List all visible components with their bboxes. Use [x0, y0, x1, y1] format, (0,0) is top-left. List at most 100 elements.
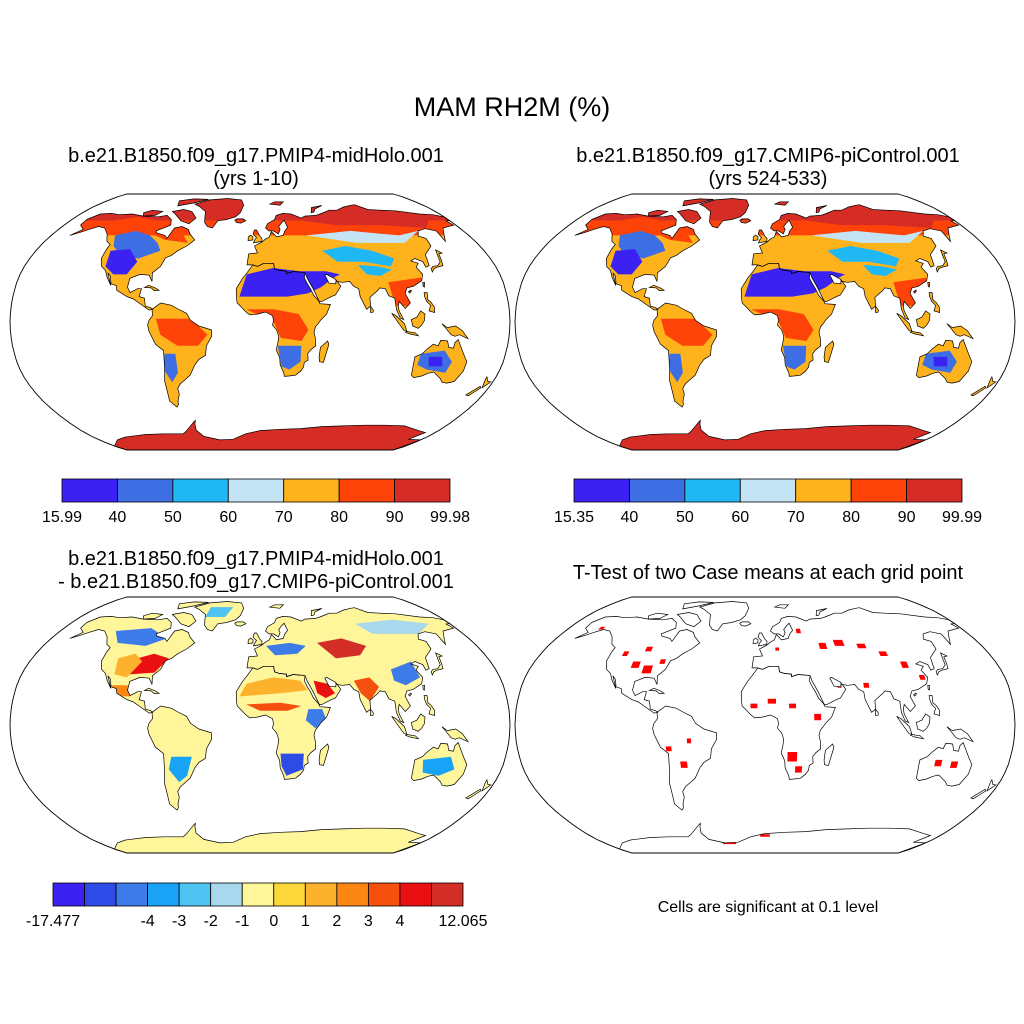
- coastline-iceland: [234, 218, 247, 224]
- rh-southern-africa-blue: [782, 345, 807, 370]
- coastline-novaya-zemlya: [815, 608, 827, 617]
- coastline-new-zealand-north: [986, 375, 997, 389]
- coastline-australia: [411, 741, 468, 787]
- coastline-greenland: [698, 198, 750, 229]
- map-background: [515, 194, 1015, 450]
- significance-note: Cells are significant at 0.1 level: [657, 899, 879, 916]
- diff-sahara-orange: [239, 677, 308, 697]
- coastline-new-guinea: [441, 323, 470, 340]
- significant-cell: [644, 646, 654, 652]
- coastline-ireland: [247, 234, 254, 242]
- colorbar-swatch: [227, 478, 285, 503]
- coastline-java: [909, 734, 925, 740]
- coastline-new-zealand: [970, 788, 987, 800]
- panel-title-difference: b.e21.B1850.f09_g17.PMIP4-midHolo.001 - …: [0, 548, 512, 594]
- diff-sam-blue: [168, 756, 192, 783]
- colorbar-tick-label: 3: [364, 913, 373, 930]
- panel-title-line1: b.e21.B1850.f09_g17.CMIP6-piControl.001: [576, 145, 960, 167]
- colorbar-swatch: [795, 478, 852, 503]
- diff-central-asia-red: [317, 638, 367, 659]
- rh-amazon-red: [660, 318, 713, 346]
- rh-siberia-lightblue: [306, 230, 419, 243]
- colorbar-swatch: [394, 478, 451, 503]
- rh-australia-core: [933, 356, 948, 367]
- diff-southern-africa-blue: [280, 753, 304, 776]
- diff-europe-blue: [266, 642, 306, 656]
- diff-greatplains-orange: [114, 653, 143, 678]
- colorbar-tick-label: 80: [330, 509, 348, 526]
- panel-title-line1: b.e21.B1850.f09_g17.PMIP4-midHolo.001: [68, 548, 444, 570]
- significant-cell: [832, 639, 845, 646]
- coastline-baffin: [171, 209, 197, 225]
- colorbar-tick-label: -3: [172, 913, 186, 930]
- colorbar-swatch: [210, 882, 243, 907]
- colorbar-swatch: [241, 882, 275, 907]
- panel-title-line1: b.e21.B1850.f09_g17.PMIP4-midHolo.001: [68, 145, 444, 167]
- diff-arabia-red: [313, 680, 335, 698]
- colorbar-swatch: [684, 478, 741, 503]
- diff-sahel-red: [246, 702, 302, 711]
- significant-cell: [795, 766, 803, 773]
- coastline-hainan: [407, 692, 412, 697]
- coastline-antarctica: [114, 419, 427, 450]
- coastline-sri-lanka: [875, 305, 879, 313]
- diff-siberia-lightblue: [355, 619, 429, 634]
- coastline-svalbard: [773, 604, 790, 609]
- diff-china-blue: [390, 661, 420, 686]
- coastline-taiwan: [422, 281, 425, 288]
- colorbar-tick-label: 50: [164, 509, 182, 526]
- coastline-ireland: [752, 234, 759, 242]
- coastline-new-guinea: [946, 726, 975, 743]
- coastline-java: [909, 331, 925, 337]
- panel-title-line2: - b.e21.B1850.f09_g17.CMIP6-piControl.00…: [58, 571, 454, 593]
- colorbar-tick-label: 1: [301, 913, 310, 930]
- significant-cell: [787, 752, 798, 762]
- significant-cell: [760, 834, 770, 837]
- diff-sam-yellow: [155, 725, 205, 765]
- colorbar-swatch: [573, 478, 630, 503]
- rh-central-africa-red: [246, 309, 309, 341]
- coastline-philippines: [928, 292, 940, 313]
- coastline-eurasia: [246, 204, 455, 321]
- coastline-ellesmere: [682, 601, 714, 610]
- coastline-cuba: [648, 687, 666, 694]
- colorbar-swatch: [304, 882, 338, 907]
- coastline-new-zealand-north: [481, 778, 492, 792]
- coastline-great-britain: [757, 632, 768, 647]
- coastline-ireland: [247, 637, 254, 645]
- coastline-north-america: [574, 213, 701, 311]
- coastline-japan: [935, 249, 949, 273]
- significant-cell: [878, 651, 888, 656]
- colorbar-tick-label: 12.065: [439, 913, 488, 930]
- coastline-taiwan: [927, 684, 930, 691]
- colorbar-swatch: [273, 882, 306, 907]
- coastline-antarctica: [114, 822, 427, 853]
- coastline-greenland: [698, 601, 750, 632]
- rh-us-blue: [105, 249, 138, 275]
- coastline-ireland: [752, 637, 759, 645]
- significant-cell: [641, 665, 653, 674]
- coastline-japan: [430, 249, 444, 273]
- coastline-baffin: [171, 612, 197, 628]
- field-layer: [598, 626, 959, 845]
- colorbar-swatch: [178, 882, 212, 907]
- significant-cell: [659, 659, 666, 664]
- significant-cell: [750, 703, 758, 709]
- coastline-japan: [935, 652, 949, 676]
- coastline-madagascar: [318, 340, 330, 363]
- colorbar-swatch: [739, 478, 797, 503]
- significant-cell: [818, 642, 828, 649]
- colorbar-swatch: [84, 882, 117, 907]
- coastline-svalbard: [268, 604, 285, 609]
- significant-cell: [856, 643, 867, 649]
- coastline-great-britain: [252, 632, 263, 647]
- coastline-novaya-zemlya: [310, 608, 322, 617]
- colorbar-swatch: [399, 882, 432, 907]
- map-difference: [9, 596, 511, 854]
- significant-cell: [598, 626, 606, 630]
- rh-siberia-red: [302, 216, 429, 228]
- rh-northern-rim: [86, 216, 188, 243]
- significant-cell: [680, 761, 688, 768]
- coastline-antarctica: [619, 822, 932, 853]
- coastline-hainan: [912, 692, 917, 697]
